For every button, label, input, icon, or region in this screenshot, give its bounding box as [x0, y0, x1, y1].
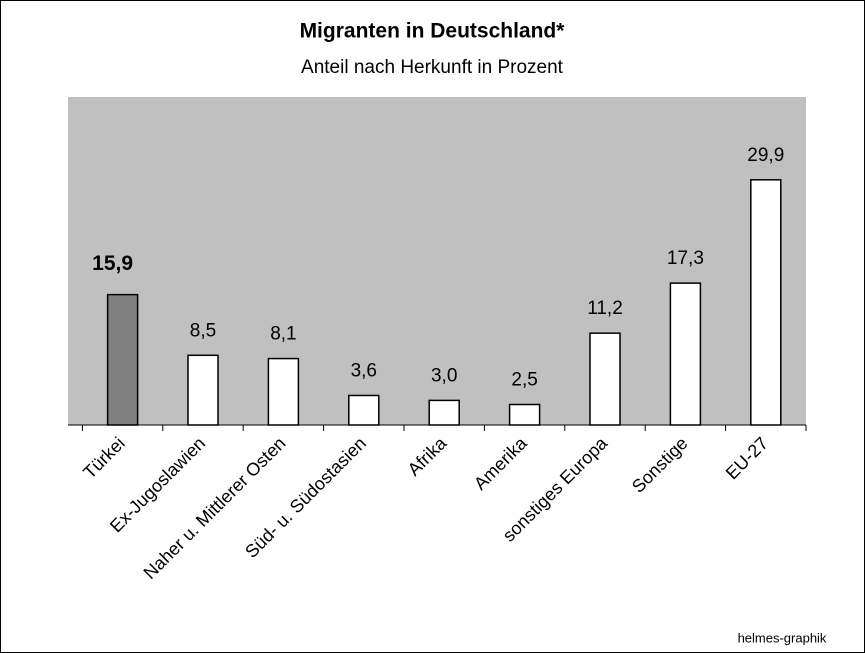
bar: [187, 354, 219, 426]
bar: [589, 332, 621, 426]
value-label: 15,9: [92, 252, 133, 275]
value-label: 11,2: [587, 298, 623, 319]
bar: [428, 399, 460, 426]
bar: [348, 394, 380, 426]
bar: [750, 179, 782, 426]
bar: [508, 403, 541, 426]
value-label: 17,3: [667, 248, 704, 269]
value-label: 2,5: [511, 370, 537, 391]
value-label: 29,9: [747, 145, 784, 166]
bar: [267, 357, 300, 426]
value-label: 3,6: [351, 360, 377, 381]
value-label: 8,1: [270, 324, 296, 345]
chart-subtitle: Anteil nach Herkunft in Prozent: [301, 57, 564, 78]
chart-title: Migranten in Deutschland*: [300, 20, 566, 43]
bar: [669, 282, 702, 426]
value-label: 8,5: [190, 320, 216, 341]
value-label: 3,0: [431, 365, 457, 386]
source: helmes-graphik: [738, 630, 827, 645]
bar: [106, 293, 139, 426]
